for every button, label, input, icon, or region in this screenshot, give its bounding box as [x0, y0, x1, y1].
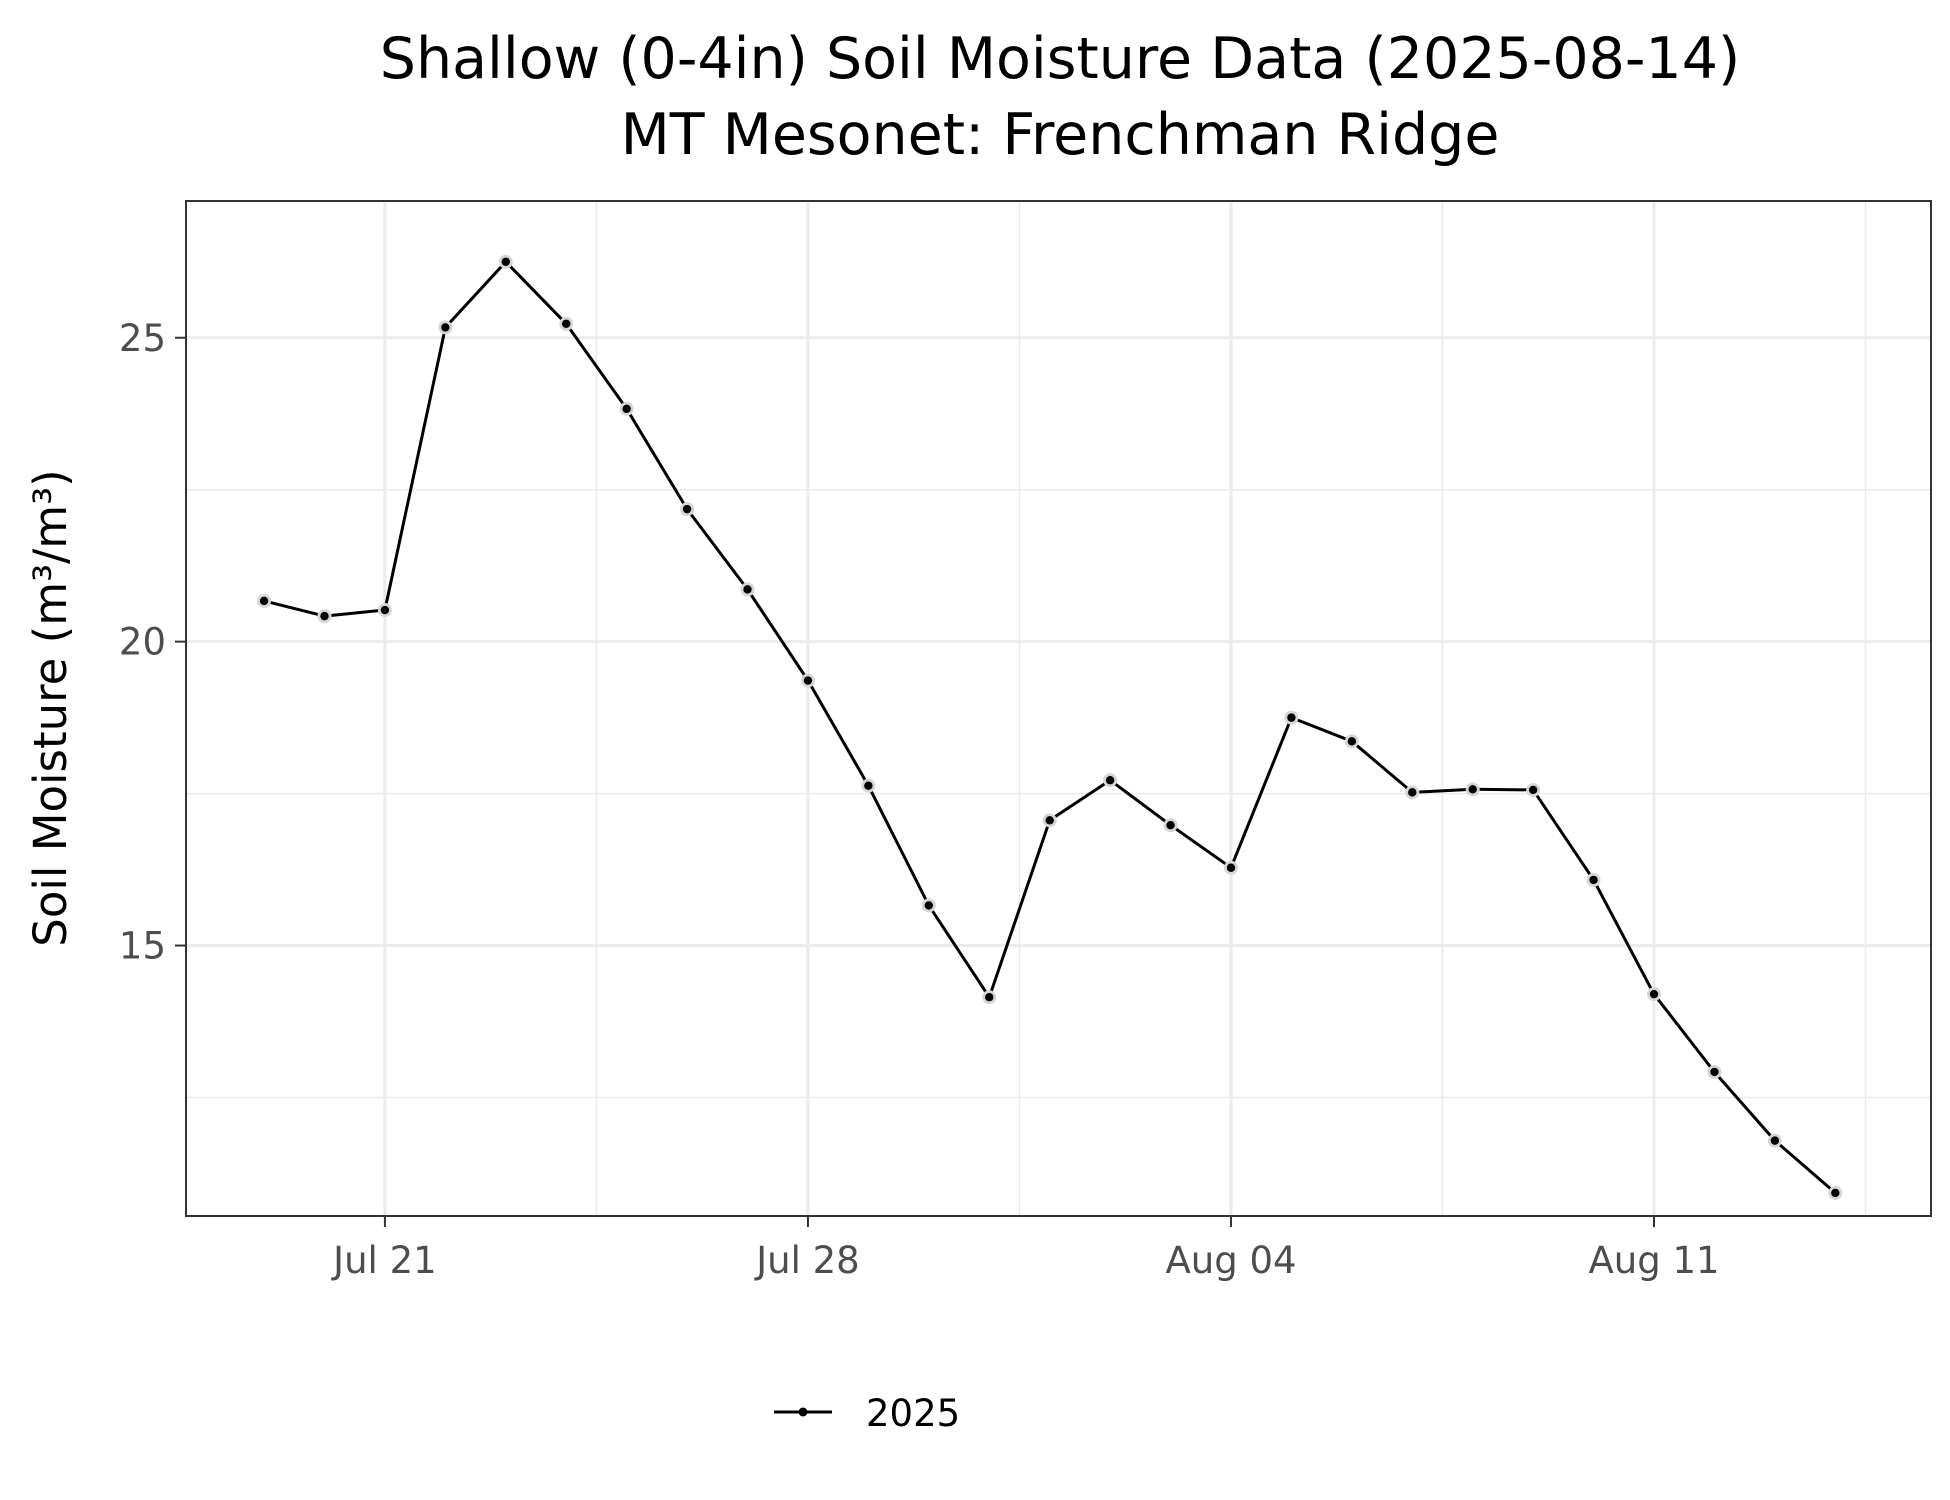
data-point [1347, 737, 1357, 746]
plot-border [185, 200, 1932, 1217]
legend-key-point [798, 1407, 808, 1417]
data-point [682, 504, 692, 514]
y-tick-label: 20 [119, 621, 166, 664]
chart-subtitle: MT Mesonet: Frenchman Ridge [621, 102, 1500, 168]
chart-title: Shallow (0-4in) Soil Moisture Data (2025… [380, 26, 1740, 92]
data-point [1770, 1136, 1780, 1145]
data-point [1408, 788, 1417, 797]
data-point [1649, 989, 1659, 999]
x-tick-label: Jul 28 [754, 1239, 859, 1282]
data-point [1710, 1067, 1719, 1077]
y-tick-label: 25 [119, 317, 166, 360]
data-point [441, 323, 450, 332]
y-axis-title: Soil Moisture (m³/m³) [24, 469, 77, 946]
major-gridlines [186, 201, 1931, 1216]
legend: 2025 [774, 1392, 960, 1435]
y-tick-label: 15 [119, 925, 166, 968]
data-point [562, 319, 571, 328]
y-axis: 15 20 25 [119, 317, 186, 968]
minor-gridlines [186, 201, 1931, 1216]
x-tick-label: Aug 04 [1165, 1239, 1296, 1282]
data-point [743, 585, 752, 594]
data-point [259, 596, 269, 606]
legend-label-2025: 2025 [866, 1392, 960, 1435]
data-point [380, 605, 390, 615]
data-point [1226, 863, 1236, 872]
plot-background [186, 201, 1931, 1216]
data-point [1468, 785, 1477, 794]
series-layer [257, 254, 1843, 1200]
x-axis: Jul 21 Jul 28 Aug 04 Aug 11 [331, 1216, 1720, 1282]
data-point [1045, 816, 1054, 825]
data-point [1287, 713, 1296, 722]
x-tick-label: Aug 11 [1588, 1239, 1719, 1282]
data-point [1166, 820, 1175, 830]
data-point [985, 992, 994, 1002]
data-point [501, 257, 510, 266]
data-point [320, 611, 329, 621]
data-point [1831, 1188, 1840, 1198]
data-point [1105, 776, 1115, 785]
data-point [803, 676, 813, 685]
data-point [622, 404, 631, 414]
data-point [1528, 785, 1538, 795]
x-tick-label: Jul 21 [331, 1239, 436, 1282]
data-point [1589, 875, 1598, 885]
data-point [864, 781, 873, 790]
data-point [924, 901, 934, 910]
